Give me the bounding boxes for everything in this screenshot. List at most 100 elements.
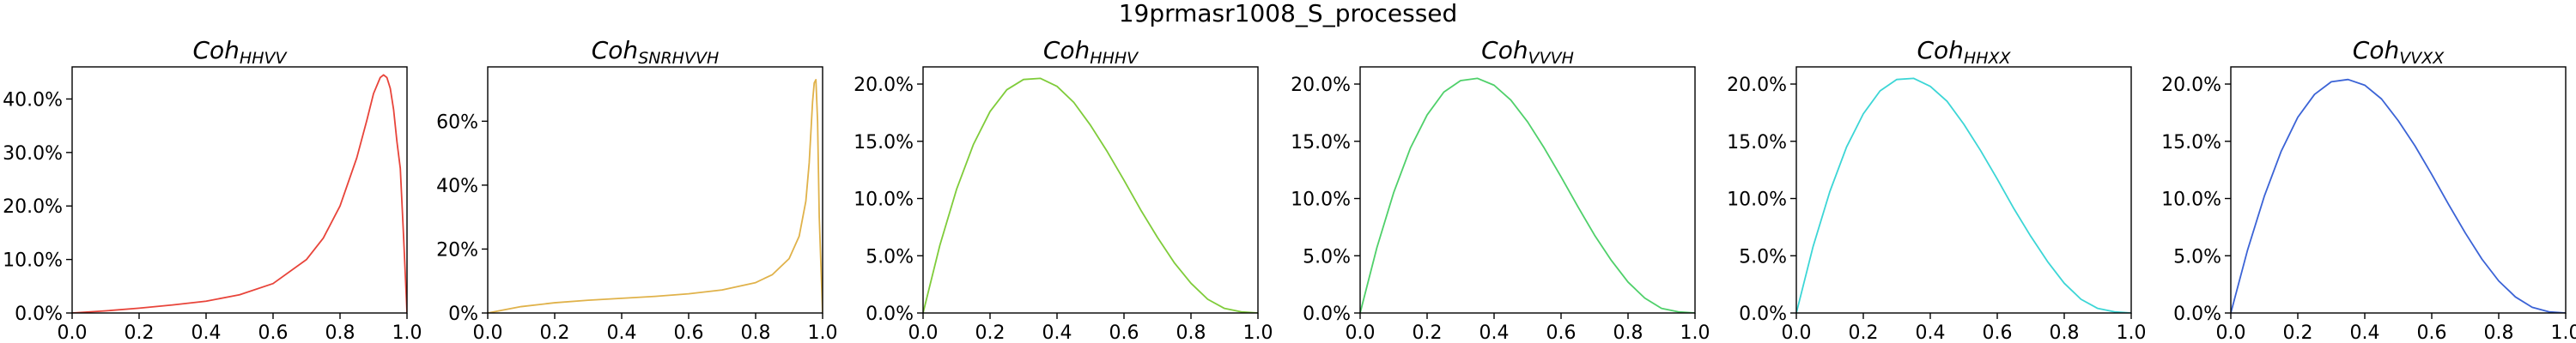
y-tick-label: 5.0% [1739, 246, 1787, 268]
panel-title: CohHHVV [192, 36, 288, 68]
y-tick-label: 10.0% [854, 190, 914, 211]
figure-title: 19prmasr1008_S_processed [1119, 0, 1458, 27]
y-tick-label: 20.0% [854, 75, 914, 96]
x-tick-label: 0.6 [1983, 322, 2013, 343]
y-tick-label: 0.0% [1303, 304, 1351, 325]
x-tick-label: 0.4 [1916, 322, 1946, 343]
panel-title-subscript: SNRHVVH [638, 49, 719, 68]
x-tick-label: 0.6 [1546, 322, 1577, 343]
panel-title-subscript: VVVH [1528, 49, 1574, 68]
x-tick-label: 0.8 [1613, 322, 1643, 343]
axes-frame [2230, 66, 2567, 314]
axes-frame [487, 66, 823, 314]
y-tick-label: 10.0% [1727, 190, 1787, 211]
x-tick-label: 0.6 [258, 322, 289, 343]
y-tick-label: 40% [436, 176, 478, 197]
x-tick-label: 0.2 [1849, 322, 1879, 343]
series-line-vvvh [1360, 77, 1695, 313]
x-tick-label: 0.4 [1042, 322, 1072, 343]
x-tick-label: 0.2 [125, 322, 155, 343]
axes-frame [71, 66, 408, 314]
y-tick-label: 20.0% [1291, 75, 1351, 96]
x-tick-label: 0.2 [540, 322, 570, 343]
x-tick-label: 0.4 [191, 322, 222, 343]
series-line-vvxx [2231, 78, 2566, 313]
panel-title-subscript: HHHV [1090, 49, 1139, 68]
x-tick-label: 1.0 [2551, 322, 2576, 343]
x-tick-label: 0.0 [473, 322, 503, 343]
panel-title-text: Coh [192, 36, 239, 64]
y-tick-label: 40.0% [3, 89, 63, 111]
chart-panel-4: CohVVVH 0.0 0.2 0.4 0.6 0.8 1.0 0.0% 5.0% 10.0% 15… [1291, 36, 1710, 343]
panel-title-text: Coh [592, 36, 638, 64]
series-line-hhxx [1796, 77, 2131, 313]
y-tick-label: 15.0% [1727, 132, 1787, 153]
axes-frame [922, 66, 1259, 314]
x-tick-label: 0.8 [2050, 322, 2080, 343]
chart-panel-2: CohSNRHVVH 0.0 0.2 0.4 0.6 0.8 1.0 0% 20% 40% 60% [436, 36, 837, 343]
series-line-snrhvvh [488, 79, 823, 313]
panel-title-text: Coh [1917, 36, 1963, 64]
chart-panel-3: CohHHHV 0.0 0.2 0.4 0.6 0.8 1.0 0.0% 5.0% 10.0% 15… [854, 36, 1273, 343]
y-tick-label: 0.0% [15, 304, 63, 325]
y-tick-label: 5.0% [1303, 246, 1351, 268]
x-tick-label: 0.4 [607, 322, 637, 343]
panel-title-text: Coh [2353, 36, 2399, 64]
x-tick-label: 0.2 [2283, 322, 2313, 343]
y-tick-label: 10.0% [1291, 190, 1351, 211]
x-tick-label: 0.2 [1413, 322, 1443, 343]
y-tick-label: 15.0% [1291, 132, 1351, 153]
y-tick-label: 0.0% [866, 304, 914, 325]
panel-title: CohVVVH [1481, 36, 1574, 68]
x-tick-label: 0.6 [1109, 322, 1139, 343]
x-tick-label: 1.0 [808, 322, 838, 343]
panel-title-text: Coh [1043, 36, 1090, 64]
y-tick-label: 60% [436, 111, 478, 133]
x-tick-label: 0.0 [1346, 322, 1376, 343]
y-tick-label: 20.0% [1727, 75, 1787, 96]
y-tick-label: 15.0% [854, 132, 914, 153]
x-tick-label: 0.6 [674, 322, 704, 343]
x-tick-label: 0.8 [1176, 322, 1206, 343]
x-tick-label: 0.0 [1782, 322, 1812, 343]
x-tick-label: 0.4 [2350, 322, 2380, 343]
axes-frame [1359, 66, 1696, 314]
x-tick-label: 0.8 [325, 322, 355, 343]
panel-title: CohHHHV [1043, 36, 1139, 68]
panel-title-subscript: HHVV [240, 49, 289, 68]
x-tick-label: 1.0 [1680, 322, 1710, 343]
y-tick-label: 20% [436, 239, 478, 261]
x-tick-label: 0.2 [975, 322, 1005, 343]
panel-title: CohHHXX [1917, 36, 2011, 68]
y-tick-label: 5.0% [866, 246, 914, 268]
panel-title: CohSNRHVVH [592, 36, 719, 68]
panel-title-subscript: HHXX [1964, 49, 2012, 68]
x-tick-label: 1.0 [2117, 322, 2147, 343]
x-tick-label: 0.0 [58, 322, 88, 343]
y-tick-label: 0% [448, 304, 478, 325]
panel-title-subscript: VVXX [2399, 49, 2445, 68]
chart-panel-6: CohVVXX 0.0 0.2 0.4 0.6 0.8 1.0 0.0% 5.0% 10.0% 15… [2161, 36, 2576, 343]
x-tick-label: 0.0 [908, 322, 939, 343]
y-tick-label: 0.0% [1739, 304, 1787, 325]
y-tick-label: 10.0% [2161, 190, 2221, 211]
x-tick-label: 0.0 [2216, 322, 2246, 343]
series-line-hhvv [72, 74, 407, 313]
y-tick-label: 0.0% [2173, 304, 2221, 325]
series-line-hhhv [923, 77, 1258, 313]
x-tick-label: 0.8 [2484, 322, 2514, 343]
chart-panel-5: CohHHXX 0.0 0.2 0.4 0.6 0.8 1.0 0.0% 5.0% 10.0% 15… [1727, 36, 2146, 343]
x-tick-label: 1.0 [392, 322, 422, 343]
panel-title: CohVVXX [2353, 36, 2445, 68]
panel-title-text: Coh [1481, 36, 1528, 64]
x-tick-label: 0.6 [2417, 322, 2447, 343]
chart-panel-1: CohHHVV 0.0 0.2 0.4 0.6 0.8 1.0 0.0% 10.0% 20.0% 3… [3, 36, 422, 343]
x-tick-label: 0.8 [741, 322, 771, 343]
y-tick-label: 10.0% [3, 250, 63, 272]
y-tick-label: 15.0% [2161, 132, 2221, 153]
y-tick-label: 20.0% [2161, 75, 2221, 96]
y-tick-label: 5.0% [2173, 246, 2221, 268]
x-tick-label: 1.0 [1243, 322, 1273, 343]
